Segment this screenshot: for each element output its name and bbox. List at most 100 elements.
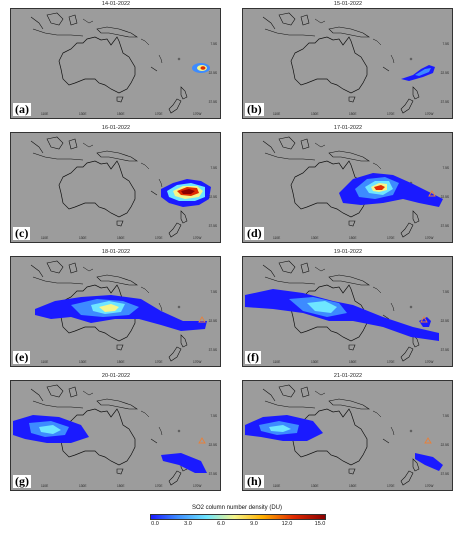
lon-tick: 110E [273,484,281,488]
panel-label: (d) [245,226,264,240]
lat-tick: 22.5S [208,195,217,199]
lat-tick: 22.5S [440,71,449,75]
lat-tick: 7.5S [442,166,449,170]
panel-date: 16-01-2022 [101,125,131,131]
lon-tick: 130E [79,484,87,488]
lon-tick: 170W [425,484,434,488]
lon-tick: 130E [311,360,319,364]
lon-tick: 130E [311,112,319,116]
lon-tick: 170W [193,484,202,488]
lat-tick: 7.5S [210,290,217,294]
panel-date: 15-01-2022 [333,1,363,7]
panel-date: 19-01-2022 [333,249,363,255]
lon-tick: 170E [387,360,395,364]
lon-tick: 110E [41,360,49,364]
lon-tick: 150E [117,484,125,488]
lon-tick: 150E [117,360,125,364]
lon-tick: 110E [41,236,49,240]
panel-label: (h) [245,474,264,488]
lat-tick: 37.5S [440,224,449,228]
colorbar-tick: 3.0 [184,521,192,527]
colorbar-tick: 12.0 [281,521,293,527]
map-panel-d: 17-01-2022 7.5S 22.5S 37.5S (d) 110E 130E… [232,124,464,250]
lon-tick: 150E [349,112,357,116]
lon-tick: 130E [311,236,319,240]
lon-tick: 170W [425,236,434,240]
lat-tick: 37.5S [208,224,217,228]
colorbar [150,514,326,520]
lat-tick: 37.5S [208,348,217,352]
map-panel-e: 18-01-2022 7.5S 22.5S 37.5S (e) 110E 130E… [0,248,232,374]
lat-tick: 7.5S [442,290,449,294]
lon-tick: 110E [41,112,49,116]
lat-tick: 37.5S [208,472,217,476]
map-area: 7.5S 22.5S 37.5S (g) 110E 130E 150E 170E 170… [10,380,221,491]
lon-tick: 110E [273,360,281,364]
lat-tick: 22.5S [208,71,217,75]
panel-date: 20-01-2022 [101,373,131,379]
colorbar-tick: 15.0 [314,521,326,527]
panel-date: 21-01-2022 [333,373,363,379]
panel-date: 18-01-2022 [101,249,131,255]
lon-tick: 170W [193,360,202,364]
map-area: 7.5S 22.5S 37.5S (h) 110E 130E 150E 170E 170… [242,380,453,491]
lon-tick: 110E [41,484,49,488]
lat-tick: 37.5S [440,100,449,104]
lon-tick: 150E [349,236,357,240]
panel-date: 14-01-2022 [101,1,131,7]
lon-tick: 170E [155,112,163,116]
map-area: 7.5S 22.5S 37.5S (e) 110E 130E 150E 170E 170… [10,256,221,367]
lat-tick: 7.5S [442,42,449,46]
lat-tick: 22.5S [208,319,217,323]
lon-tick: 170E [155,484,163,488]
lon-tick: 150E [117,112,125,116]
lon-tick: 170W [425,112,434,116]
lat-tick: 7.5S [442,414,449,418]
panel-label: (a) [13,102,31,116]
lat-tick: 37.5S [208,100,217,104]
map-area: 7.5S 22.5S 37.5S (b) 110E 130E 150E 170E 170… [242,8,453,119]
lon-tick: 150E [349,360,357,364]
colorbar-tick: 9.0 [250,521,258,527]
lon-tick: 170E [155,236,163,240]
lat-tick: 7.5S [210,166,217,170]
lon-tick: 130E [79,236,87,240]
lat-tick: 22.5S [440,319,449,323]
map-panel-c: 16-01-2022 7.5S 22.5S 37.5S (c) 110E 130E… [0,124,232,250]
lat-tick: 7.5S [210,42,217,46]
lon-tick: 150E [349,484,357,488]
map-area: 7.5S 22.5S 37.5S (d) 110E 130E 150E 170E 170… [242,132,453,243]
map-panel-f: 19-01-2022 7.5S 22.5S 37.5S (f) 110E 130E… [232,248,464,374]
lon-tick: 170W [193,236,202,240]
lat-tick: 37.5S [440,472,449,476]
lon-tick: 130E [311,484,319,488]
lon-tick: 170E [387,112,395,116]
panel-label: (g) [13,474,31,488]
lat-tick: 22.5S [440,443,449,447]
map-area: 7.5S 22.5S 37.5S (f) 110E 130E 150E 170E 170… [242,256,453,367]
colorbar-title: SO2 column number density (DU) [191,505,283,511]
lat-tick: 22.5S [208,443,217,447]
lon-tick: 110E [273,112,281,116]
map-area: 7.5S 22.5S 37.5S (a) 110E 130E 150E 170E 170… [10,8,221,119]
lon-tick: 170E [155,360,163,364]
panel-label: (f) [245,350,261,364]
map-panel-g: 20-01-2022 7.5S 22.5S 37.5S (g) 110E 130E… [0,372,232,498]
lat-tick: 22.5S [440,195,449,199]
colorbar-tick: 0.0 [151,521,159,527]
lat-tick: 7.5S [210,414,217,418]
lon-tick: 170W [193,112,202,116]
map-panel-a: 14-01-2022 7.5S 22.5S 37.5S (a) 110E 130E… [0,0,232,126]
panel-label: (e) [13,350,31,364]
lon-tick: 170W [425,360,434,364]
lon-tick: 150E [117,236,125,240]
map-panel-b: 15-01-2022 7.5S 22.5S 37.5S (b) 110E 130E… [232,0,464,126]
lon-tick: 170E [387,484,395,488]
panel-label: (b) [245,102,264,116]
lon-tick: 130E [79,360,87,364]
lon-tick: 170E [387,236,395,240]
panel-label: (c) [13,226,31,240]
lon-tick: 130E [79,112,87,116]
lon-tick: 110E [273,236,281,240]
map-area: 7.5S 22.5S 37.5S (c) 110E 130E 150E 170E 170… [10,132,221,243]
